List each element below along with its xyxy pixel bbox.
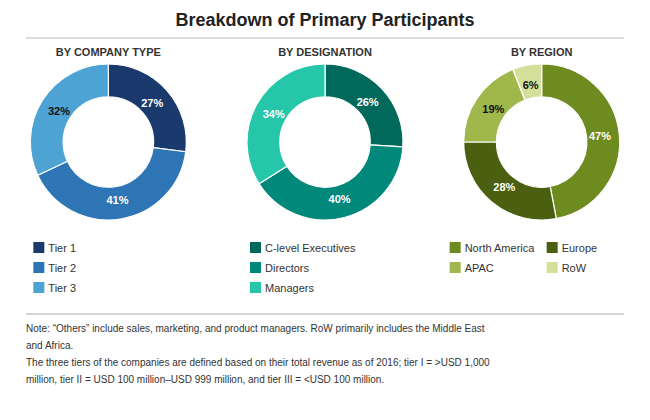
legend-label: RoW xyxy=(562,262,587,274)
legend-label: APAC xyxy=(465,262,494,274)
chart-subtitle: BY DESIGNATION xyxy=(278,46,372,58)
legend: C-level Executives Directors Managers xyxy=(250,242,356,294)
legend-item: Europe xyxy=(547,242,597,254)
legend: North America Europe APAC RoW xyxy=(450,242,597,274)
slice xyxy=(108,64,186,152)
data-label: 32% xyxy=(48,105,70,117)
legend-swatch xyxy=(250,242,261,253)
separator xyxy=(26,314,624,315)
slice xyxy=(513,64,542,100)
legend-item: C-level Executives xyxy=(250,242,356,254)
data-label: 6% xyxy=(523,79,539,91)
legend-label: Europe xyxy=(562,242,597,254)
legend-swatch xyxy=(250,282,261,293)
note: Note: “Others” include sales, marketing,… xyxy=(26,323,485,334)
legend-label: Tier 2 xyxy=(48,262,76,274)
legend-swatch xyxy=(250,262,261,273)
legend-swatch xyxy=(33,262,44,273)
legend-swatch xyxy=(547,242,558,253)
title: Breakdown of Primary Participants xyxy=(175,10,474,30)
data-label: 47% xyxy=(589,130,611,142)
data-labels: 47% 28% 19% 6% xyxy=(482,79,611,194)
legend: Tier 1 Tier 2 Tier 3 xyxy=(33,242,76,294)
legend-item: Managers xyxy=(250,282,314,294)
slice xyxy=(325,64,403,147)
legend-item: Directors xyxy=(250,262,310,274)
chart-subtitle: BY COMPANY TYPE xyxy=(56,46,161,58)
chart-root: Breakdown of Primary Participants BY COMP… xyxy=(0,0,650,420)
legend-item: Tier 1 xyxy=(33,242,76,254)
slice xyxy=(542,64,620,219)
slice xyxy=(464,142,557,220)
legend-label: Managers xyxy=(265,282,314,294)
legend-item: Tier 2 xyxy=(33,262,76,274)
chart-subtitle: BY REGION xyxy=(511,46,573,58)
data-label: 19% xyxy=(482,103,504,115)
data-label: 41% xyxy=(106,194,128,206)
legend-swatch xyxy=(450,242,461,253)
donut-chart: BY DESIGNATION 26% 40% 34% C-level Executive… xyxy=(247,46,403,294)
slices xyxy=(464,64,620,220)
slice xyxy=(464,69,525,142)
data-labels: 27% 41% 32% xyxy=(48,97,164,205)
separator xyxy=(26,38,624,39)
note: and Africa. xyxy=(26,340,73,351)
donut-chart: BY REGION 47% 28% 19% 6% North America Europe A… xyxy=(450,46,620,274)
data-label: 28% xyxy=(493,181,515,193)
data-label: 27% xyxy=(141,97,163,109)
legend-swatch xyxy=(547,262,558,273)
data-label: 26% xyxy=(357,96,379,108)
data-label: 40% xyxy=(329,193,351,205)
legend-swatch xyxy=(33,282,44,293)
legend-label: Tier 1 xyxy=(48,242,76,254)
data-labels: 26% 40% 34% xyxy=(263,96,379,205)
slice xyxy=(247,64,325,184)
legend-item: North America xyxy=(450,242,536,254)
legend-item: Tier 3 xyxy=(33,282,76,294)
donut-chart: BY COMPANY TYPE27%41%32%Tier 1Tier 2Tier… xyxy=(30,46,186,294)
slice xyxy=(30,64,108,175)
note: The three tiers of the companies are def… xyxy=(26,357,490,368)
legend-label: C-level Executives xyxy=(265,242,356,254)
legend-swatch xyxy=(450,262,461,273)
legend-label: North America xyxy=(465,242,536,254)
legend-item: APAC xyxy=(450,262,494,274)
legend-label: Tier 3 xyxy=(48,282,76,294)
legend-swatch xyxy=(33,242,44,253)
slices xyxy=(30,64,186,220)
notes: Note: “Others” include sales, marketing,… xyxy=(26,323,490,385)
legend-item: RoW xyxy=(547,262,587,274)
slices xyxy=(247,64,403,220)
note: million, tier II = USD 100 million–USD 9… xyxy=(26,374,384,385)
data-label: 34% xyxy=(263,108,285,120)
legend-label: Directors xyxy=(265,262,310,274)
